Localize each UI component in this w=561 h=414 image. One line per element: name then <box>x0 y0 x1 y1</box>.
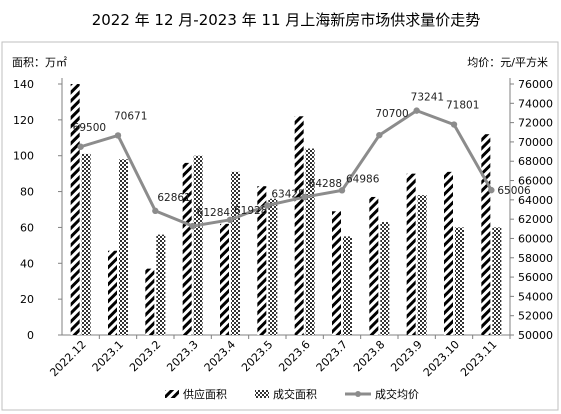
bar-deal <box>231 171 240 335</box>
price-point <box>152 207 159 215</box>
y-right-tick-label: 74000 <box>518 97 553 110</box>
legend-marker <box>355 391 361 397</box>
y-left-tick-label: 100 <box>13 150 34 163</box>
bar-supply <box>369 196 379 335</box>
y-right-tick-label: 56000 <box>518 271 553 284</box>
x-tick-label: 2023.11 <box>458 338 499 379</box>
price-data-label: 63425 <box>271 188 304 200</box>
bar-supply <box>220 223 229 335</box>
bar-deal <box>492 227 502 335</box>
price-data-label: 64288 <box>309 178 342 190</box>
legend-swatch <box>165 390 179 398</box>
y-right-tick-label: 70000 <box>518 136 553 149</box>
legend-label: 成交均价 <box>375 387 419 401</box>
bar-supply <box>145 268 155 335</box>
price-point <box>413 107 420 114</box>
bar-deal <box>119 159 128 335</box>
y-left-tick-label: 0 <box>27 329 34 342</box>
y-right-tick-label: 66000 <box>518 175 553 188</box>
price-data-label: 64986 <box>346 173 380 185</box>
bar-supply <box>332 211 341 335</box>
bar-supply <box>481 134 491 335</box>
bar-deal <box>156 234 166 335</box>
legend: 供应面积 成交面积 成交均价 <box>165 387 419 401</box>
price-point <box>264 202 271 209</box>
y-right-tick-label: 76000 <box>518 78 553 91</box>
bar-supply <box>294 116 304 336</box>
bar-deal <box>193 155 203 335</box>
price-point <box>77 143 84 150</box>
x-tick-label: 2022.12 <box>47 338 88 379</box>
x-tick-label: 2023.6 <box>276 338 312 374</box>
price-point <box>226 216 234 224</box>
y-left-tick-label: 20 <box>20 293 34 306</box>
price-data-label: 61928 <box>234 205 267 217</box>
bar-supply <box>70 84 80 335</box>
y-right-tick-label: 72000 <box>518 117 553 130</box>
y-right-label: 均价：元/平方米 <box>467 55 548 69</box>
legend-label: 成交面积 <box>273 387 317 401</box>
y-left-tick-label: 120 <box>13 114 34 127</box>
y-left-label: 面积：万㎡ <box>12 56 67 69</box>
price-line-path <box>80 108 493 228</box>
y-right-tick-label: 62000 <box>518 213 553 226</box>
price-data-label: 65006 <box>497 185 531 197</box>
price-line: 69500 70671 62861 61284 61928 63425 64288 64986… <box>73 92 531 230</box>
price-point <box>301 193 308 201</box>
x-tick-label: 2023.2 <box>127 338 163 374</box>
bar-deal <box>417 195 427 335</box>
price-data-label: 70700 <box>375 108 408 120</box>
bar-deal <box>305 148 315 335</box>
x-tick-label: 2023.10 <box>421 338 462 379</box>
y-left-tick-label: 60 <box>20 221 34 234</box>
chart-frame <box>1 41 559 411</box>
price-data-label: 62861 <box>157 192 190 204</box>
y-right-tick-label: 68000 <box>518 155 553 168</box>
chart-title: 2022 年 12 月-2023 年 11 月上海新房市场供求量价走势 <box>92 11 481 29</box>
bar-supply <box>108 250 117 335</box>
price-point <box>338 187 346 194</box>
price-data-label: 61284 <box>197 207 231 219</box>
price-point <box>114 132 122 139</box>
y-right-tick-label: 54000 <box>518 290 553 303</box>
price-point <box>488 186 495 194</box>
bar-supply <box>406 173 416 335</box>
y-right-tick-label: 52000 <box>518 310 553 323</box>
y-left-tick-label: 40 <box>20 257 34 270</box>
price-point <box>189 222 196 230</box>
bar-supply <box>182 162 192 335</box>
x-tick-label: 2023.8 <box>351 338 387 374</box>
y-right-tick-label: 60000 <box>518 232 553 245</box>
x-tick-label: 2023.7 <box>314 338 350 374</box>
bar-deal <box>380 222 390 335</box>
x-tick-label: 2023.4 <box>202 338 238 374</box>
legend-label: 供应面积 <box>183 387 227 401</box>
y-left-tick-label: 80 <box>20 186 34 199</box>
x-tick-label: 2023.9 <box>388 338 424 374</box>
price-data-label: 69500 <box>73 122 106 134</box>
price-data-label: 73241 <box>411 92 444 104</box>
bar-deal <box>81 153 91 335</box>
bars <box>70 84 502 336</box>
x-tick-label: 2023.5 <box>239 338 275 374</box>
bar-deal <box>455 227 464 335</box>
x-tick-label: 2023.1 <box>90 338 126 374</box>
legend-swatch <box>255 390 269 398</box>
y-right-tick-label: 64000 <box>518 194 553 207</box>
bar-supply <box>257 186 267 335</box>
bar-deal <box>343 236 352 335</box>
y-right-tick-label: 58000 <box>518 252 553 265</box>
price-data-label: 71801 <box>446 100 479 112</box>
bar-deal <box>268 198 278 335</box>
y-right-tick-label: 50000 <box>518 329 553 342</box>
bar-supply <box>444 171 453 335</box>
x-tick-label: 2023.3 <box>164 338 200 374</box>
price-data-label: 70671 <box>114 110 147 122</box>
price-point <box>376 131 383 139</box>
price-point <box>450 121 458 128</box>
y-left-tick-label: 140 <box>13 78 34 91</box>
